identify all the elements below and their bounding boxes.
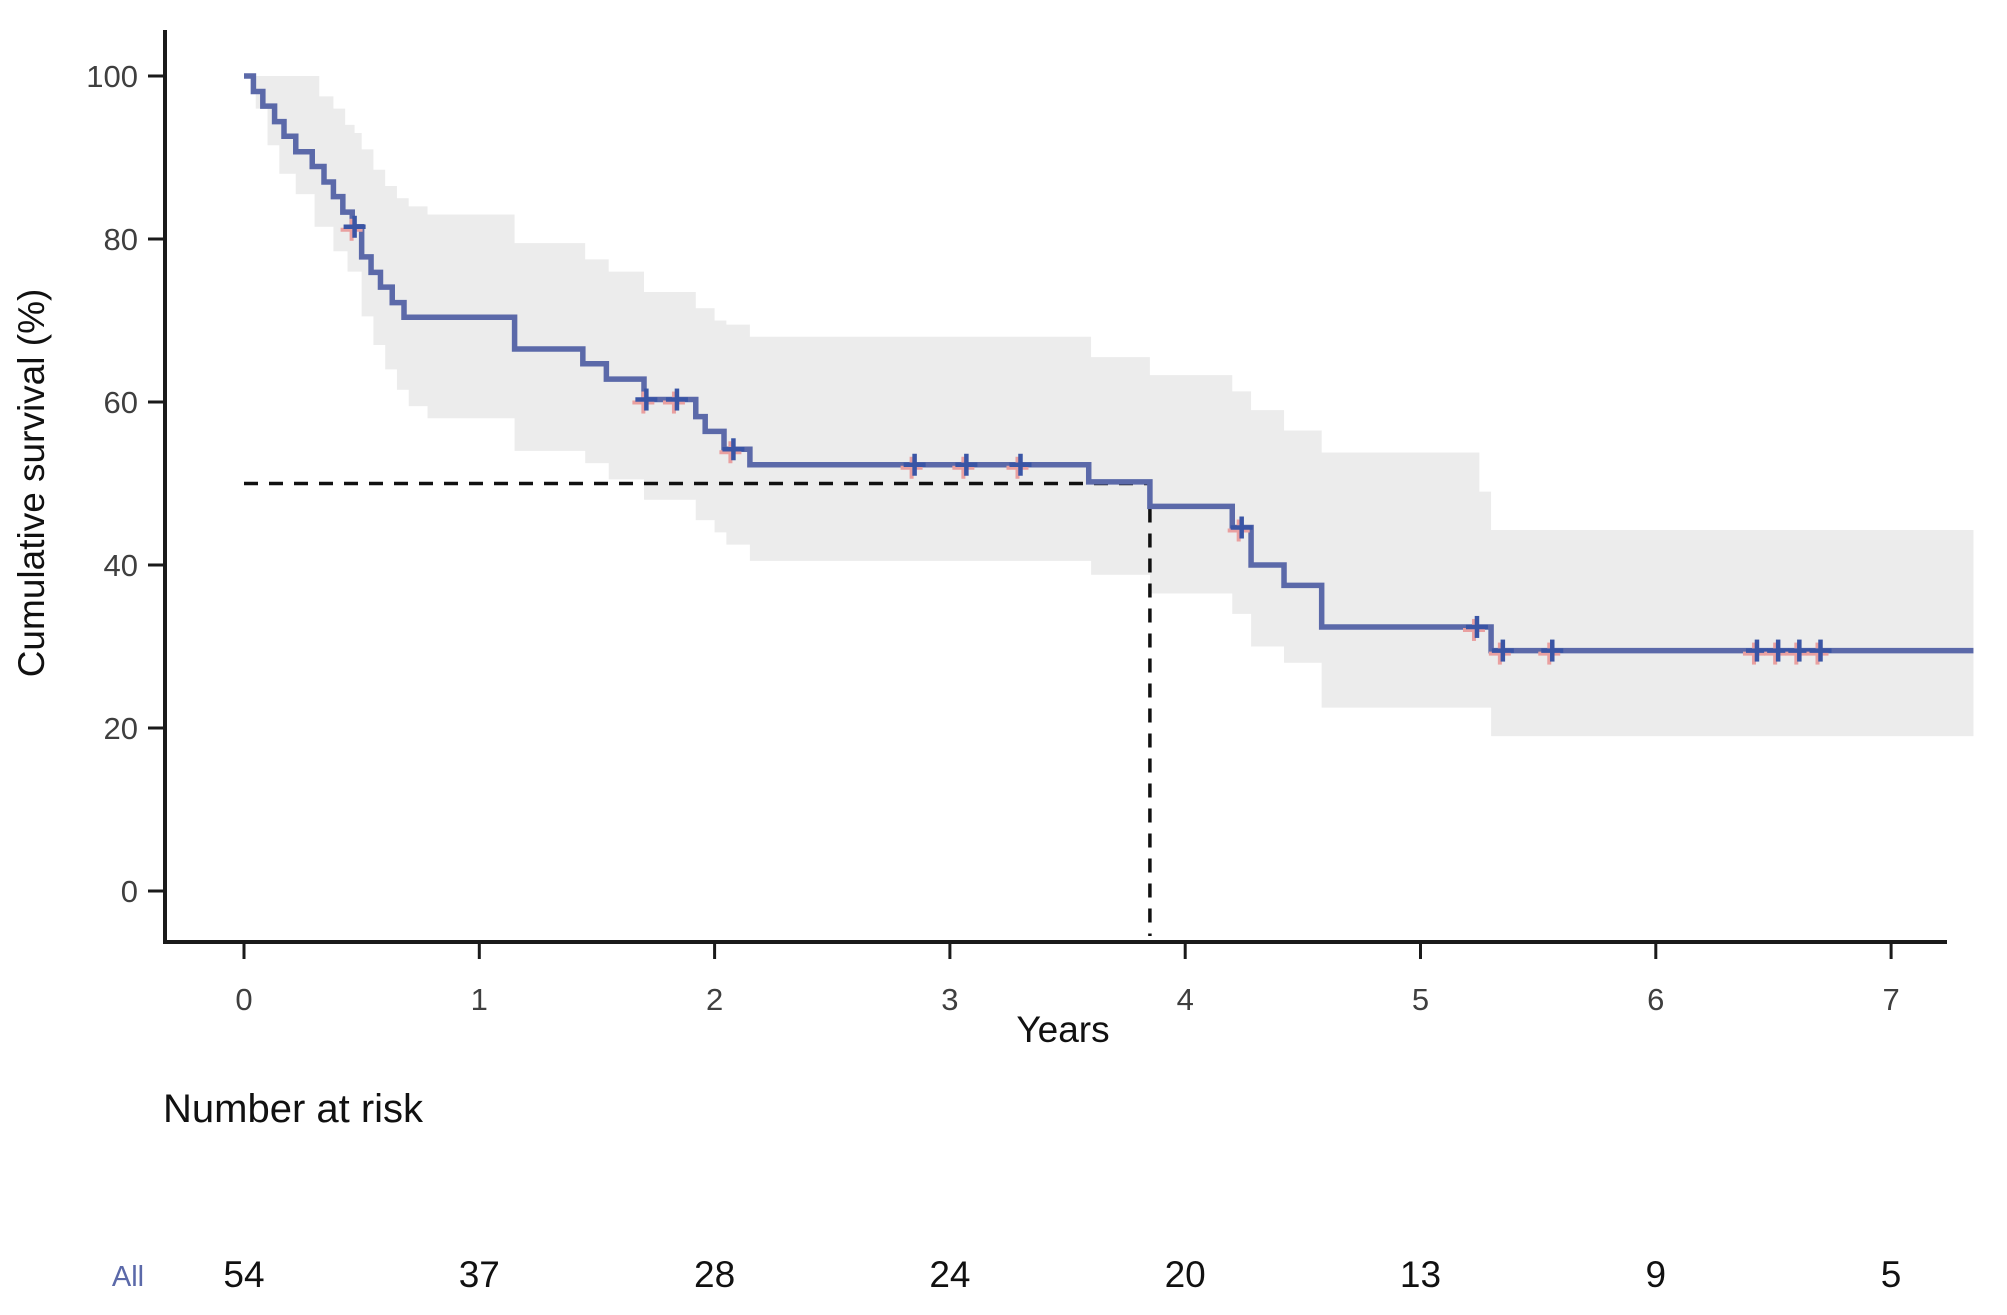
risk-count: 54: [223, 1254, 264, 1295]
censor-mark: [952, 453, 978, 479]
censor-mark: [340, 215, 366, 241]
x-tick-label: 5: [1412, 982, 1429, 1017]
confidence-band-layer: [244, 76, 1974, 737]
x-tick-label: 1: [471, 982, 488, 1017]
y-tick-label: 80: [104, 222, 138, 257]
y-tick-label: 60: [104, 385, 138, 420]
y-tick-label: 20: [104, 711, 138, 746]
censor-mark: [1538, 639, 1564, 665]
median-dashed-lines: [244, 481, 1152, 936]
survival-curve-layer: [244, 73, 1974, 654]
risk-count: 9: [1646, 1254, 1667, 1295]
risk-count: 20: [1165, 1254, 1206, 1295]
x-tick-label: 7: [1882, 982, 1899, 1017]
risk-count: 37: [459, 1254, 500, 1295]
y-axis-title: Cumulative survival (%): [11, 289, 52, 678]
risk-count: 28: [694, 1254, 735, 1295]
censor-mark: [900, 453, 926, 479]
censor-mark: [662, 388, 688, 414]
risk-count: 13: [1400, 1254, 1441, 1295]
confidence-band: [244, 76, 1974, 737]
y-tick-label: 40: [104, 548, 138, 583]
survival-curve: [244, 73, 1974, 654]
x-tick-label: 4: [1177, 982, 1194, 1017]
censor-mark: [1764, 639, 1790, 665]
censor-mark: [632, 388, 658, 414]
risk-row-label: All: [112, 1261, 144, 1293]
risk-count: 24: [929, 1254, 970, 1295]
censor-mark: [1462, 615, 1488, 641]
censor-marks-layer: [340, 215, 1832, 665]
risk-count: 5: [1881, 1254, 1902, 1295]
x-axis-title: Years: [1016, 1009, 1109, 1050]
censor-mark: [719, 438, 745, 464]
censor-mark: [1227, 516, 1253, 542]
censor-mark: [1006, 453, 1032, 479]
censor-mark: [1806, 639, 1832, 665]
y-tick-label: 0: [121, 874, 138, 909]
y-tick-label: 100: [86, 59, 138, 94]
x-tick-label: 0: [235, 982, 252, 1017]
censor-mark: [1742, 639, 1768, 665]
x-tick-label: 2: [706, 982, 723, 1017]
x-tick-label: 3: [941, 982, 958, 1017]
censor-mark: [1785, 639, 1811, 665]
risk-numbers-layer: 54 37 28 24 20 13 9 5: [223, 1254, 1901, 1295]
risk-table-title: Number at risk: [163, 1087, 424, 1131]
axes-layer: 0 20 40 60 80 100 0 1 2 3 4 5 6 7: [86, 30, 1947, 1017]
censor-mark: [1488, 639, 1514, 665]
x-tick-label: 6: [1647, 982, 1664, 1017]
